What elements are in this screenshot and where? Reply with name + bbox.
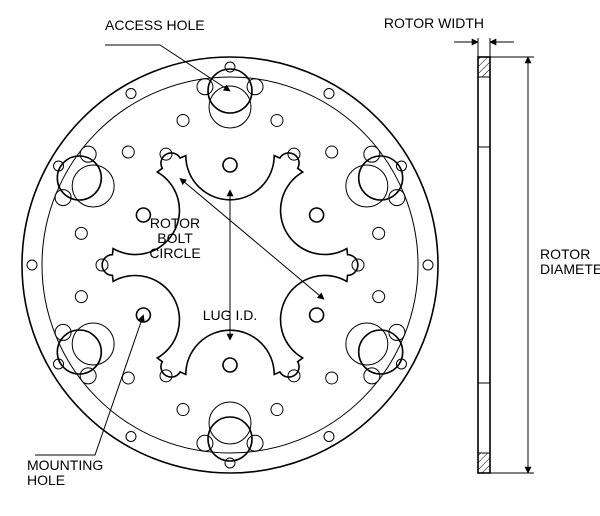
drill-hole	[324, 431, 334, 441]
rotor_bolt_circle-label: ROTORBOLTCIRCLE	[149, 215, 200, 261]
drill-hole	[177, 114, 189, 126]
rotor-side-view	[478, 57, 490, 473]
drill-hole	[324, 89, 334, 99]
drill-hole	[72, 165, 114, 207]
mounting_hole-label: MOUNTINGHOLE	[27, 457, 103, 488]
access_hole-label: ACCESS HOLE	[105, 17, 205, 33]
drill-hole	[271, 404, 283, 416]
mounting-hole	[136, 208, 150, 222]
access-hole	[359, 156, 403, 200]
drill-hole	[122, 146, 134, 158]
drill-hole	[247, 79, 263, 95]
bolt-circle-dim	[180, 178, 324, 299]
drill-hole	[177, 404, 189, 416]
access-hole	[208, 417, 252, 461]
mounting-hole	[310, 208, 324, 222]
side-hatch	[478, 57, 490, 77]
access-hole	[359, 330, 403, 374]
mounting-hole	[223, 358, 237, 372]
drill-hole	[423, 260, 433, 270]
drill-hole	[122, 372, 134, 384]
drill-hole	[326, 146, 338, 158]
drill-hole	[373, 227, 385, 239]
drill-hole	[126, 89, 136, 99]
access-hole	[57, 156, 101, 200]
drill-hole	[72, 323, 114, 365]
drill-hole	[326, 372, 338, 384]
drill-hole	[346, 165, 388, 207]
drill-hole	[126, 431, 136, 441]
drill-hole	[80, 368, 96, 384]
side-hatch	[478, 453, 490, 473]
drill-hole	[346, 323, 388, 365]
drill-hole	[271, 114, 283, 126]
access-hole	[57, 330, 101, 374]
drill-hole	[364, 368, 380, 384]
drill-hole	[225, 458, 235, 468]
mounting-hole	[223, 158, 237, 172]
access-hole-leader	[105, 45, 230, 91]
drill-hole	[225, 62, 235, 72]
drill-hole	[373, 291, 385, 303]
rotor_diameter-label: ROTORDIAMETER	[540, 246, 600, 277]
mounting-hole	[310, 308, 324, 322]
rotor_width-label: ROTOR WIDTH	[384, 15, 484, 31]
drill-hole	[75, 291, 87, 303]
drill-hole	[197, 79, 213, 95]
drill-hole	[27, 260, 37, 270]
drill-hole	[80, 146, 96, 162]
drill-hole	[75, 227, 87, 239]
drill-hole	[247, 435, 263, 451]
side-profile	[478, 57, 490, 473]
drill-hole	[197, 435, 213, 451]
drill-hole	[364, 146, 380, 162]
lug_id-label: LUG I.D.	[203, 307, 257, 323]
